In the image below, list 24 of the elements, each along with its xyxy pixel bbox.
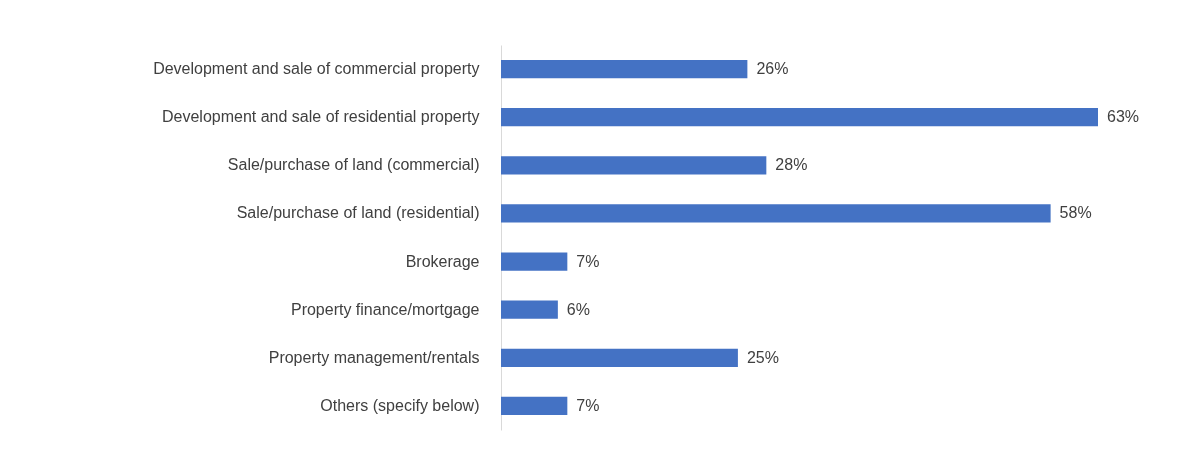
data-label: 6% [566, 300, 590, 318]
y-tick-label: Development and sale of residential property [161, 108, 480, 126]
bar [501, 348, 738, 367]
data-label: 7% [576, 252, 600, 270]
y-tick-label: Property management/rentals [268, 348, 480, 366]
data-label: 25% [746, 348, 779, 366]
bar [501, 396, 568, 416]
y-tick-label: Sale/purchase of land (commercial) [227, 156, 480, 174]
bar [501, 300, 558, 319]
data-label: 28% [775, 156, 808, 174]
bar [501, 252, 568, 271]
data-label: 58% [1059, 204, 1092, 222]
bar [501, 108, 1098, 127]
data-label: 7% [576, 396, 600, 414]
y-tick-label: Others (specify below) [320, 396, 480, 414]
bar [501, 59, 748, 79]
y-tick-label: Property finance/mortgage [290, 300, 480, 318]
bar [501, 204, 1051, 223]
y-tick-label: Development and sale of commercial property [153, 60, 480, 78]
bar [501, 156, 767, 175]
data-label: 63% [1107, 108, 1140, 126]
y-tick-label: Brokerage [405, 252, 480, 270]
data-label: 26% [756, 60, 789, 78]
y-tick-label: Sale/purchase of land (residential) [236, 204, 480, 222]
